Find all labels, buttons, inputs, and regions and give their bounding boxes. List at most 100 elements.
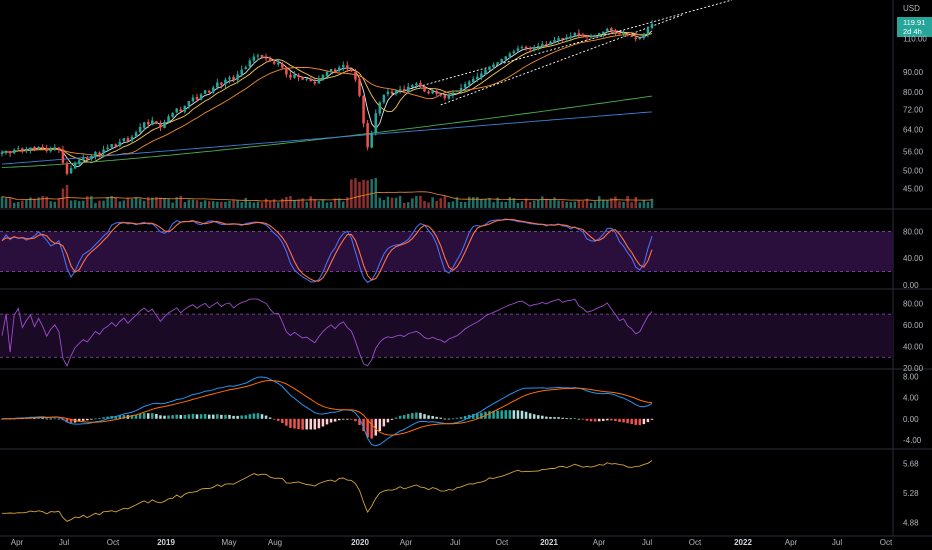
time-axis[interactable]: Apr Jul Oct 2019 May Aug 2020 Apr Jul Oct 2021 Apr J… [11,538,893,547]
volume-bar [642,199,646,208]
macd-hist-bar [597,418,601,422]
macd-hist-bar [134,414,138,419]
candle-body [626,33,629,36]
macd-hist-bar [98,418,101,419]
volume-bar [57,198,61,208]
macd-hist-bar [447,418,451,420]
volume-bar [297,199,300,208]
volume-bar [337,198,341,208]
candle-body [622,33,625,35]
macd-hist-bar [378,418,382,432]
volume-bar [484,199,487,208]
volume-bar [264,198,268,208]
macd-hist-bar [179,415,183,419]
candle-body [45,148,48,151]
candle-body [553,40,556,42]
macd-hist-bar [471,414,475,419]
volume-bar [293,199,296,208]
candle-body [500,59,503,63]
candle-body [33,146,36,150]
macd-hist-bar [622,418,625,423]
candle-body [593,34,597,37]
volume-bar [386,196,390,208]
candle-body [102,149,105,154]
candle-body [520,47,524,49]
ratio-line [2,460,653,522]
volume-bar [528,202,532,208]
macd-hist-bar [305,418,308,430]
y-tick-label: 40.00 [903,343,924,352]
macd-hist-bar [301,418,304,430]
candle-body [524,46,528,49]
volume-bar [155,196,158,208]
volume-bar [301,198,304,208]
candle-body [256,55,260,57]
volume-bar [398,195,402,208]
candle-body [276,62,280,65]
macd-hist-bar [256,413,260,419]
macd-hist-bar [337,418,341,421]
candle-body [142,122,146,128]
candle-body [508,53,512,58]
candle-body [585,35,589,38]
macd-hist-bar [500,410,503,419]
volume-bar [573,201,577,208]
stoch-d-line [1,218,653,282]
macd-hist-bar [199,414,203,419]
y-tick-label: 8.00 [903,372,919,381]
macd-hist-bar [536,415,540,419]
macd-hist-bar [354,418,357,422]
volume-bar [21,200,24,208]
volume-bar [463,202,467,208]
candle-body [21,148,24,151]
y-tick-label: 5.28 [903,489,919,498]
volume-bar [476,197,479,208]
macd-hist-bar [260,414,264,419]
macd-hist-bar [41,418,44,419]
volume-bar [471,197,475,208]
macd-hist-bar [626,418,629,424]
candle-body [297,74,300,78]
candle-body [516,48,520,51]
volume-bar [187,199,191,208]
macd-hist-bar [573,418,577,419]
candle-body [415,83,418,86]
volume-bar [362,179,365,208]
volume-bar [516,202,520,208]
candle-body [492,64,495,67]
volume-bar [532,200,536,208]
y-tick-label: 72.00 [903,106,924,115]
macd-hist-bar [155,413,158,419]
x-tick-label: 2020 [351,538,369,547]
macd-hist-bar [459,417,463,419]
x-tick-label: Jul [450,538,460,547]
volume-bar [480,199,483,208]
macd-hist-bar [370,418,373,439]
trend-channel[interactable] [391,0,733,106]
candle-body [98,152,101,155]
y-tick-label: 90.00 [903,68,924,77]
macd-hist-bar [467,414,471,419]
y-tick-label: 56.00 [903,148,924,157]
macd-hist-bar [614,418,617,422]
volume-bar [130,198,134,208]
volume-bar [94,202,97,208]
macd-hist-bar [325,418,329,425]
price-axis[interactable]: USD 119.91 2d 4h 110.00 90.00 80.00 72.00 64… [897,4,932,527]
macd-hist-bar [244,415,248,419]
candle-body [565,37,568,40]
candle-body [630,35,633,37]
macd-hist-bar [297,418,300,430]
macd-hist-bar [646,418,650,423]
candle-body [536,46,540,48]
macd-hist-bar [585,418,589,421]
candle-body [488,66,491,70]
macd-hist-bar [496,410,499,419]
volume-bar [114,197,118,208]
candle-body [411,85,414,88]
volume-bar [443,196,447,208]
macd-hist-bar [90,418,93,420]
candle-body [37,146,40,149]
candle-body [374,113,378,133]
